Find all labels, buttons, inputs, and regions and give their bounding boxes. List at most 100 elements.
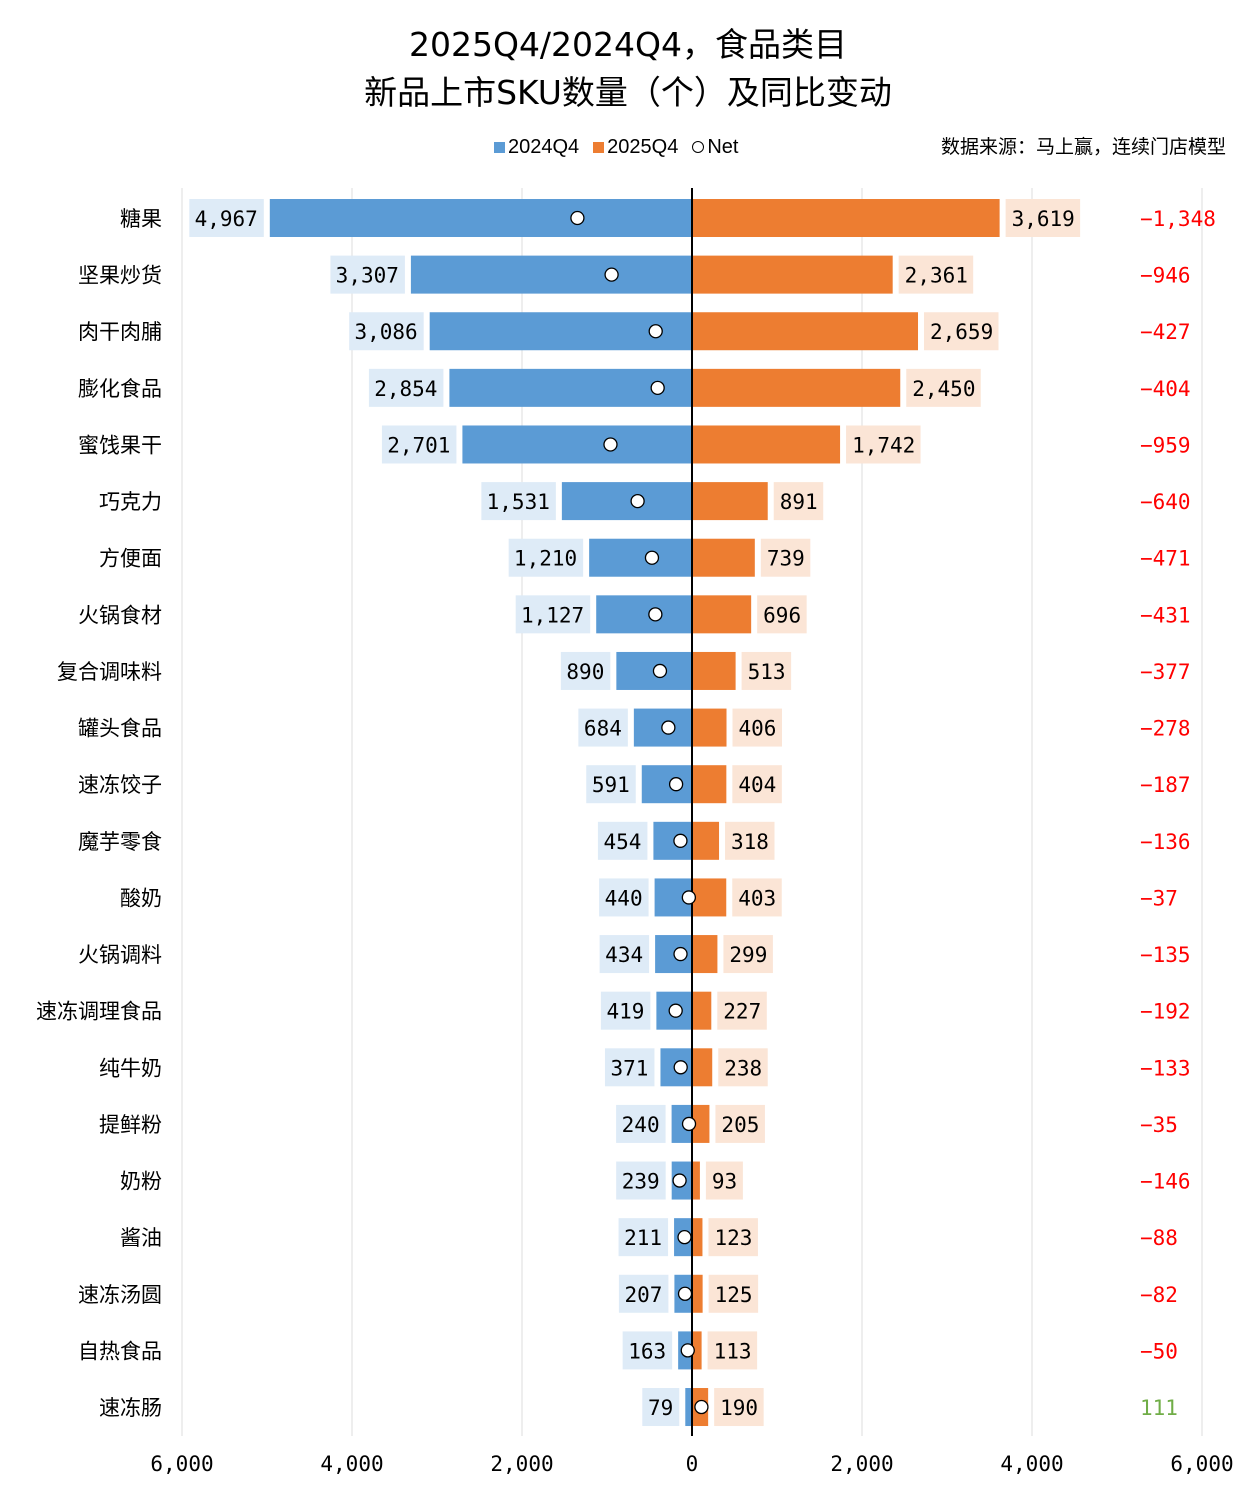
category-label: 速冻汤圆 [78,1283,162,1307]
label-bg-2025q4 [732,765,782,804]
chart-title-line2: 新品上市SKU数量（个）及同比变动 [364,73,892,112]
label-bg-2025q4 [732,878,782,917]
data-label-2025q4: 739 [767,547,805,571]
bar-2025q4 [692,1048,713,1087]
bar-2025q4 [692,1104,710,1143]
legend-item-net: Net [692,136,738,159]
net-marker [680,1343,695,1358]
data-label-2024q4: 4,967 [195,207,258,231]
data-label-2024q4: 3,307 [336,264,399,288]
data-label-2025q4: 125 [715,1283,753,1307]
net-marker [672,1173,687,1188]
label-bg-2024q4 [586,765,636,804]
category-label: 提鲜粉 [99,1113,162,1137]
x-tick-label: 4,000 [320,1452,383,1476]
label-bg-2024q4 [622,1331,673,1370]
label-bg-2025q4 [906,368,981,407]
net-label: −431 [1140,603,1191,627]
net-label: −959 [1140,433,1191,457]
net-marker [661,720,676,735]
net-marker [677,1230,692,1245]
net-label: −82 [1140,1283,1178,1307]
legend: 2024Q4 2025Q4 Net [494,136,738,159]
net-label: −192 [1140,1000,1191,1024]
label-bg-2024q4 [330,255,405,294]
bar-2025q4 [692,368,901,407]
net-label: −471 [1140,547,1191,571]
data-label-2025q4: 238 [724,1056,762,1080]
label-bg-2025q4 [1005,199,1081,237]
data-label-2025q4: 318 [731,830,769,854]
x-tick-label: 2,000 [490,1452,553,1476]
data-label-2024q4: 79 [648,1396,673,1420]
bar-2024q4 [641,765,692,804]
data-label-2025q4: 2,361 [905,264,968,288]
label-bg-2025q4 [725,821,775,860]
label-bg-2025q4 [741,651,792,690]
bar-2025q4 [692,1274,703,1313]
label-bg-2025q4 [707,1331,758,1370]
label-bg-2024q4 [597,821,648,860]
net-label: −136 [1140,830,1191,854]
net-marker [673,833,688,848]
data-label-2024q4: 684 [584,717,622,741]
net-label: −278 [1140,717,1191,741]
label-bg-2025q4 [718,1048,768,1087]
net-marker [648,324,663,339]
label-bg-2025q4 [715,1104,765,1143]
data-label-2024q4: 240 [622,1113,660,1137]
legend-item-2025q4: 2025Q4 [593,136,678,159]
x-tick-label: 2,000 [830,1452,893,1476]
label-bg-2024q4 [381,425,457,464]
label-bg-2024q4 [368,368,444,407]
data-label-2024q4: 454 [603,830,641,854]
data-label-2025q4: 227 [723,1000,761,1024]
label-bg-2024q4 [616,1104,666,1143]
bar-2024q4 [596,595,692,634]
bar-2024q4 [410,255,692,294]
category-label: 酱油 [120,1226,162,1250]
data-label-2025q4: 696 [763,603,801,627]
bar-2025q4 [692,935,718,974]
data-label-2024q4: 1,127 [521,603,584,627]
label-bg-2024q4 [604,1048,655,1087]
data-label-2025q4: 3,619 [1012,207,1075,231]
data-label-2025q4: 93 [712,1170,737,1194]
bar-2025q4 [692,1161,700,1200]
net-marker [681,1116,697,1132]
net-marker [650,380,665,396]
net-label: −377 [1140,660,1191,684]
category-label: 速冻肠 [99,1396,162,1420]
net-label: −133 [1140,1056,1191,1080]
x-tick-label: 4,000 [1000,1452,1063,1476]
bar-2025q4 [692,538,755,577]
bar-2025q4 [692,821,720,860]
data-label-2025q4: 299 [729,943,767,967]
bar-2024q4 [269,199,692,237]
label-bg-2024q4 [515,595,591,634]
category-label: 糖果 [120,207,162,231]
label-bg-2024q4 [560,651,611,690]
net-marker [673,946,688,962]
category-label: 火锅食材 [78,603,162,627]
category-label: 纯牛奶 [99,1056,162,1080]
label-bg-2025q4 [846,425,921,464]
net-marker [652,663,668,679]
data-label-2024q4: 371 [611,1056,649,1080]
bar-2024q4 [671,1104,692,1143]
net-marker [648,607,663,622]
category-label: 魔芋零食 [78,830,162,854]
label-bg-2024q4 [599,878,649,917]
data-label-2025q4: 406 [739,717,777,741]
label-bg-2025q4 [705,1161,743,1200]
data-label-2024q4: 434 [605,943,643,967]
bar-2024q4 [429,312,692,351]
label-bg-2025q4 [723,935,773,974]
data-label-2024q4: 1,531 [487,490,550,514]
label-bg-2024q4 [578,708,628,747]
bar-2025q4 [692,425,841,464]
bar-2025q4 [692,1218,703,1257]
data-label-2024q4: 1,210 [514,547,577,571]
